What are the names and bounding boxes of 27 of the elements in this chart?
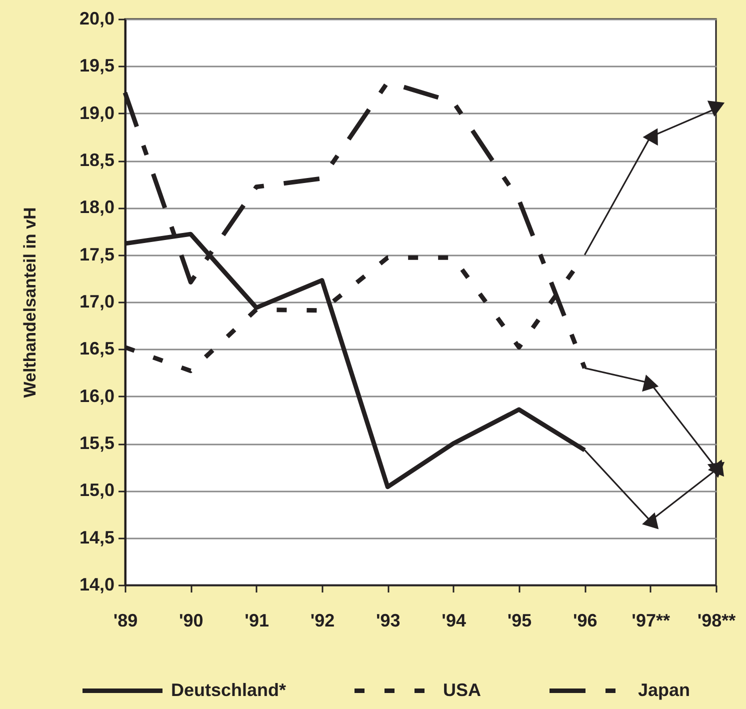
x-tick-label: '96 xyxy=(573,610,598,630)
legend-label: Deutschland* xyxy=(171,680,286,700)
x-tick-label: '94 xyxy=(442,610,466,630)
x-tick-label: '91 xyxy=(244,610,269,630)
y-tick-label: 17,0 xyxy=(79,292,114,312)
x-tick-label: '90 xyxy=(179,610,204,630)
y-tick-label: 16,5 xyxy=(79,338,114,359)
y-tick-label: 15,5 xyxy=(79,433,114,453)
x-tick-label: '95 xyxy=(507,610,532,630)
x-tick-label: '93 xyxy=(376,610,400,630)
legend-label: USA xyxy=(443,680,482,700)
x-tick-label: '98** xyxy=(697,610,736,630)
y-tick-label: 16,0 xyxy=(79,386,114,406)
y-tick-label: 18,0 xyxy=(79,197,114,218)
y-tick-label: 20,0 xyxy=(79,8,114,28)
y-tick-label: 19,0 xyxy=(79,102,114,123)
y-tick-label: 19,5 xyxy=(79,56,114,76)
y-tick-label: 17,5 xyxy=(79,244,114,264)
y-tick-label: 18,5 xyxy=(79,150,114,170)
legend-label: Japan xyxy=(638,680,690,700)
x-tick-label: '97** xyxy=(632,610,670,630)
x-tick-label: '92 xyxy=(310,610,335,630)
y-axis-title: Welthandelsanteil in vH xyxy=(20,207,40,398)
y-tick-label: 14,5 xyxy=(79,527,114,548)
y-tick-label: 15,0 xyxy=(79,480,114,500)
y-tick-label: 14,0 xyxy=(79,574,114,594)
x-tick-label: '89 xyxy=(113,610,138,630)
